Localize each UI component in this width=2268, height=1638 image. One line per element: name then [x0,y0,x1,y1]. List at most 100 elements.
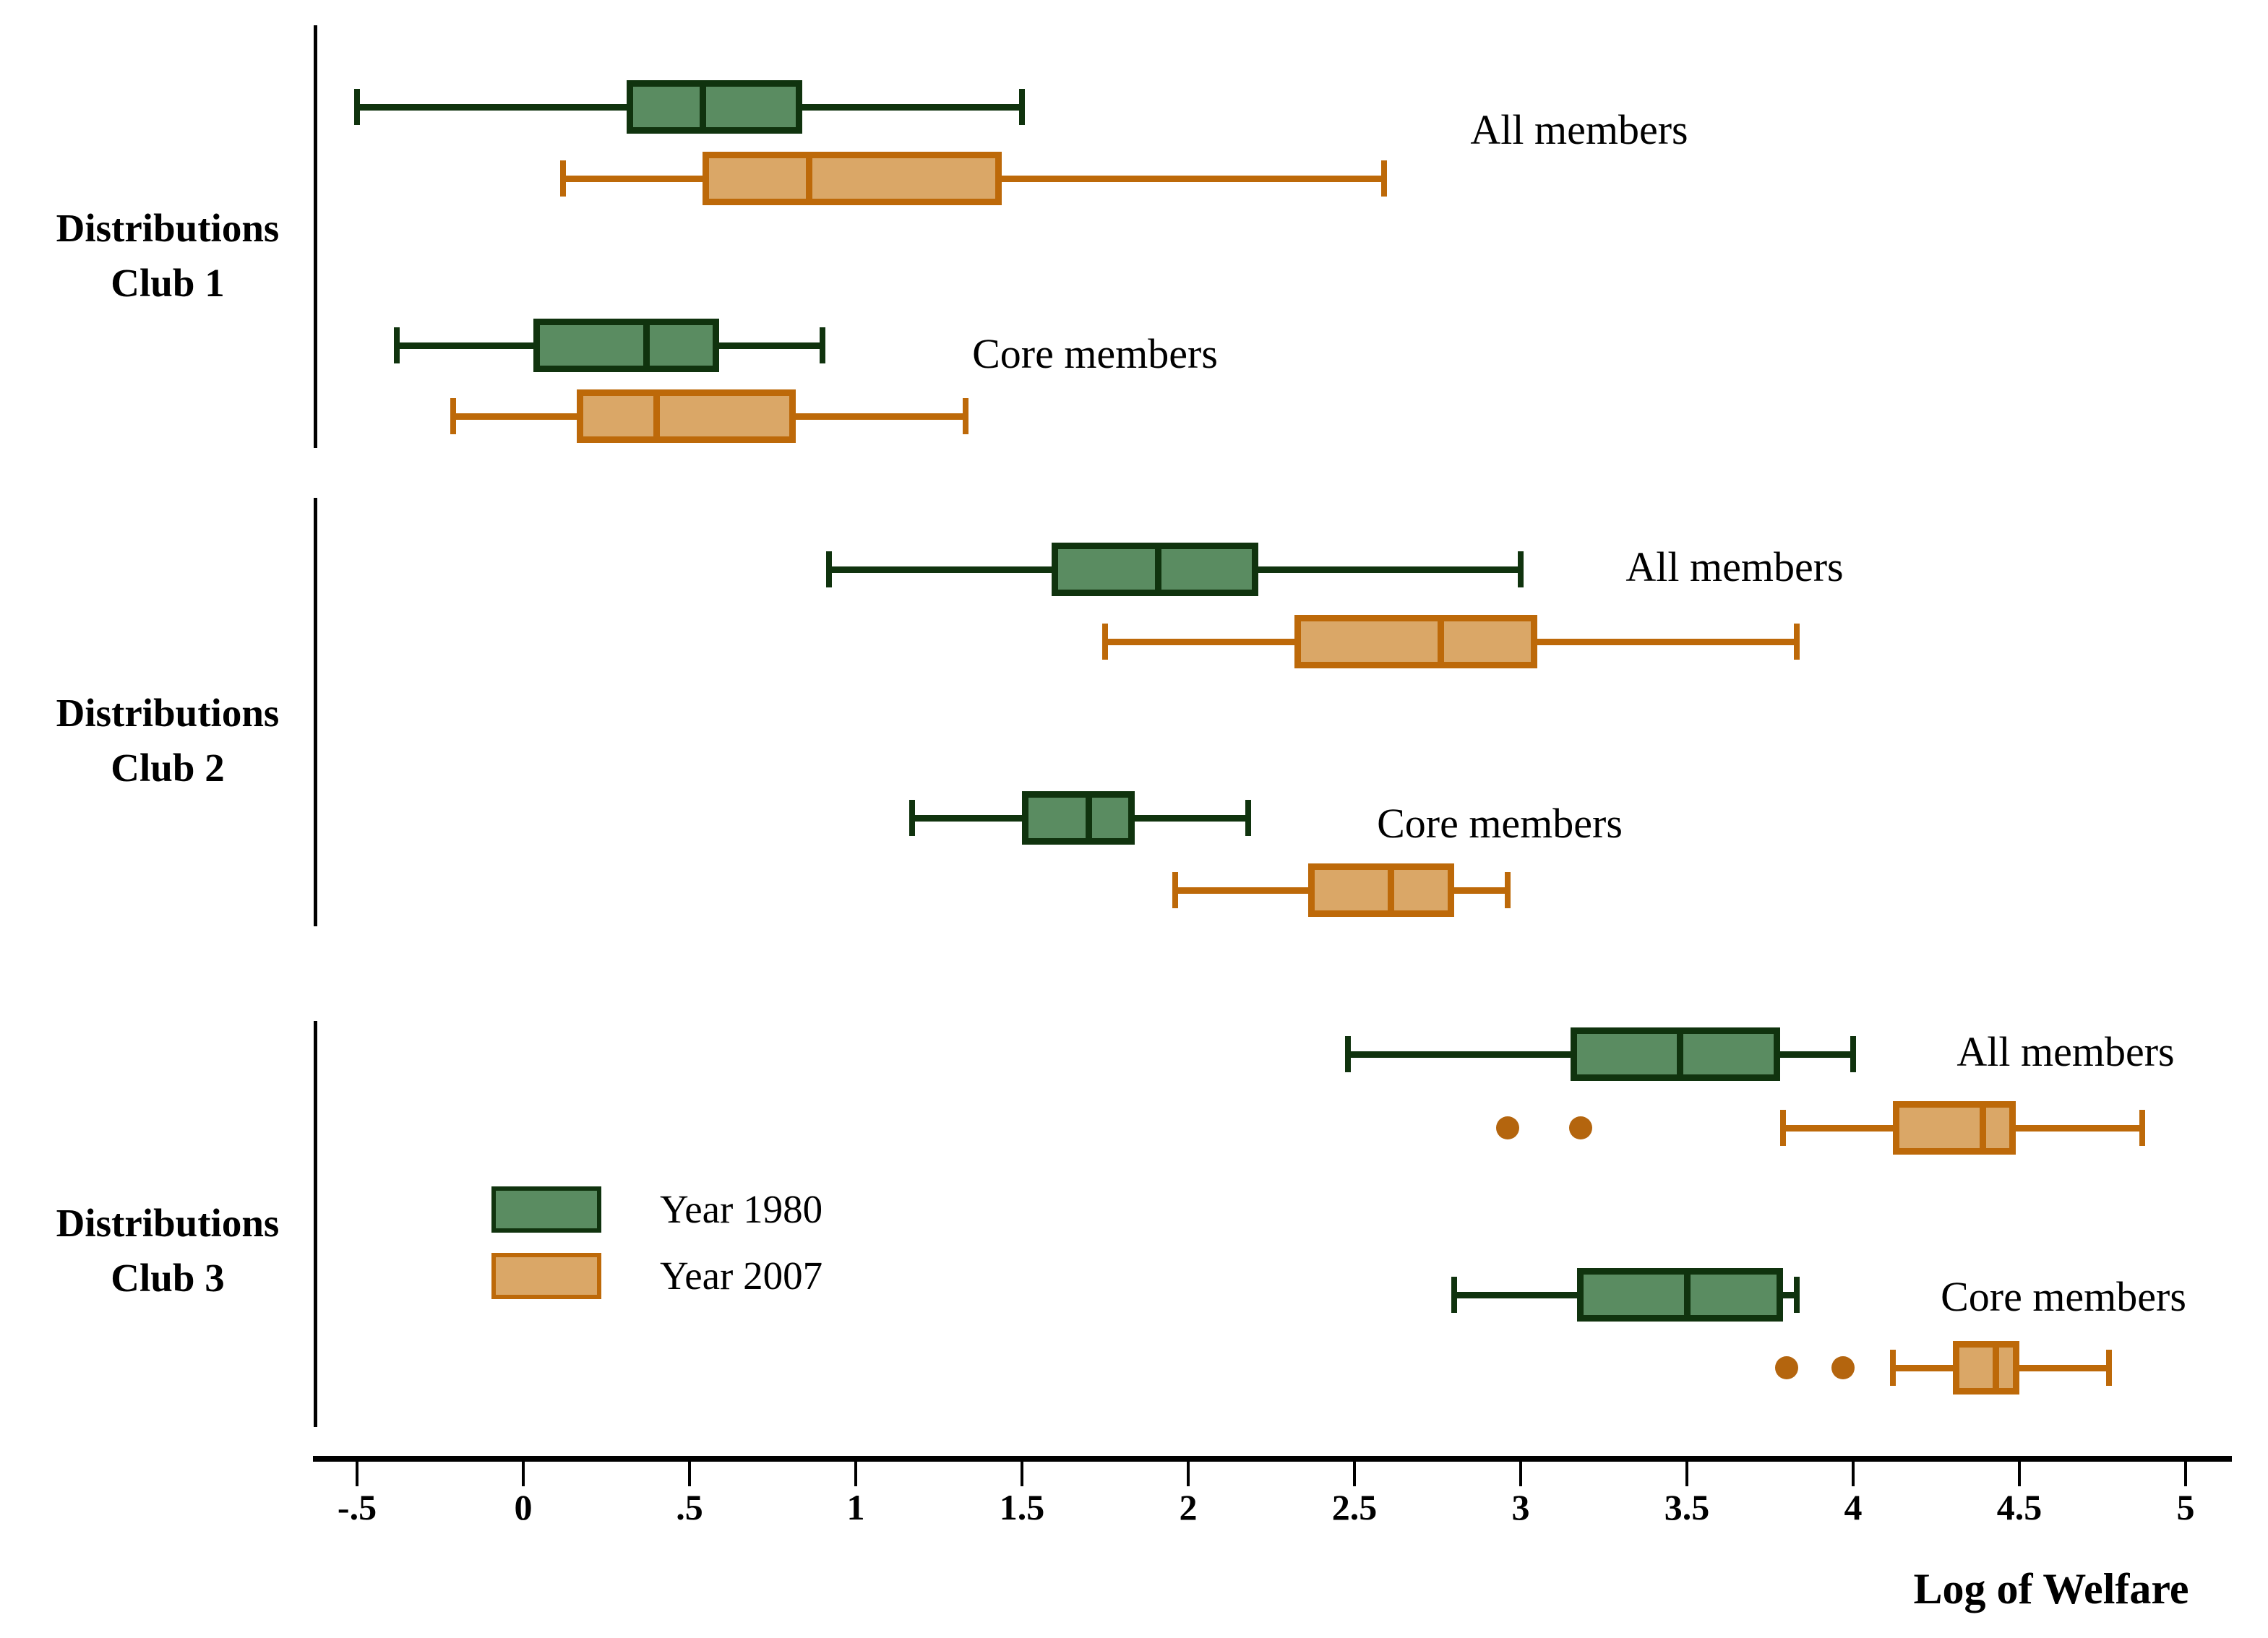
x-axis-tick [854,1462,857,1486]
median-line [1085,791,1092,845]
subgroup-label: Core members [1377,800,1623,847]
box [1571,1027,1780,1081]
x-axis-tick-label: 2 [1179,1487,1198,1527]
box [1294,615,1537,668]
median-line [1683,1268,1691,1322]
whisker-right-line [796,413,966,420]
subgroup-label: All members [1625,543,1844,590]
whisker-left-line [357,103,627,111]
whisker-cap-high [1381,160,1388,197]
whisker-cap-high [2106,1350,2113,1386]
x-axis-tick-label: 4.5 [1996,1487,2043,1527]
whisker-left-line [829,566,1052,573]
group-label-club-1: Distributions Club 1 [9,201,327,311]
x-axis-tick-label: 4 [1844,1487,1863,1527]
whisker-cap-low [1451,1277,1457,1313]
median-line [1993,1341,2000,1395]
outlier-dot [1831,1356,1855,1379]
club-3-axis-line [314,1021,317,1427]
legend-label-year-2007: Year 2007 [660,1254,823,1298]
box [1953,1341,2019,1395]
whisker-cap-low [560,160,567,197]
whisker-cap-low [1102,624,1108,660]
whisker-left-line [912,814,1022,822]
whisker-cap-low [394,327,400,363]
whisker-cap-high [1019,89,1025,125]
outlier-dot [1568,1116,1592,1139]
whisker-left-line [397,342,533,349]
group-label-club-3-line1: Distributions [56,1201,280,1245]
legend-label-year-1980: Year 1980 [660,1187,823,1231]
x-axis-tick-label: -.5 [337,1487,377,1527]
box [533,319,720,372]
x-axis-tick-label: 3.5 [1664,1487,1710,1527]
x-axis-tick [1021,1462,1023,1486]
x-axis-tick [2018,1462,2021,1486]
subgroup-label: Core members [1941,1273,2186,1320]
whisker-left-line [1105,638,1295,645]
group-label-club-3: Distributions Club 3 [9,1196,327,1306]
x-axis-tick-label: 5 [2176,1487,2195,1527]
box [703,152,1002,205]
whisker-cap-high [820,327,825,363]
whisker-cap-high [1793,1277,1800,1313]
legend-swatch-year-2007 [491,1253,601,1299]
whisker-cap-low [354,89,360,125]
x-axis-tick-label: .5 [676,1487,703,1527]
subgroup-label: Core members [972,330,1218,377]
whisker-right-line [1258,566,1521,573]
outlier-dot [1495,1116,1519,1139]
whisker-right-line [2019,1364,2110,1371]
group-label-club-2-line1: Distributions [56,691,280,735]
median-line [653,389,660,443]
whisker-cap-low [1344,1036,1351,1072]
whisker-cap-high [1245,800,1251,836]
whisker-cap-high [2139,1110,2146,1146]
whisker-right-line [802,103,1022,111]
x-axis-tick [2184,1462,2187,1486]
whisker-cap-high [962,398,968,434]
box [1052,543,1258,596]
box [1577,1268,1784,1322]
x-axis-tick-label: 1 [846,1487,865,1527]
x-axis-tick [1685,1462,1688,1486]
whisker-right-line [719,342,822,349]
box [1022,791,1135,845]
whisker-right-line [1779,1051,1853,1058]
whisker-right-line [1783,1291,1797,1298]
x-axis-tick-label: 2.5 [1331,1487,1378,1527]
whisker-cap-low [826,551,833,587]
whisker-left-line [563,175,703,182]
whisker-cap-low [1172,872,1178,908]
club-1-axis-line [314,25,317,448]
group-label-club-3-line2: Club 3 [111,1256,225,1300]
median-line [1979,1101,1986,1155]
whisker-cap-low [1780,1110,1787,1146]
whisker-cap-low [909,800,916,836]
x-axis-tick [1353,1462,1356,1486]
box [1893,1101,2016,1155]
whisker-cap-low [450,398,457,434]
outlier-dot [1775,1356,1798,1379]
median-line [1677,1027,1684,1081]
median-line [806,152,813,205]
group-label-club-1-line2: Club 1 [111,261,225,305]
x-axis-tick [1852,1462,1855,1486]
whisker-cap-high [1504,872,1511,908]
x-axis-tick [688,1462,691,1486]
whisker-left-line [1454,1291,1578,1298]
whisker-left-line [1347,1051,1571,1058]
whisker-right-line [1537,638,1797,645]
whisker-cap-high [1793,624,1800,660]
whisker-cap-low [1890,1350,1897,1386]
legend-swatch-year-1980 [491,1186,601,1233]
median-line [1388,863,1395,917]
group-label-club-2: Distributions Club 2 [9,686,327,796]
whisker-right-line [1002,175,1385,182]
whisker-left-line [453,413,577,420]
group-label-club-2-line2: Club 2 [111,746,225,790]
x-axis-tick [522,1462,525,1486]
median-line [1438,615,1445,668]
x-axis-title: Log of Welfare [1913,1565,2189,1613]
